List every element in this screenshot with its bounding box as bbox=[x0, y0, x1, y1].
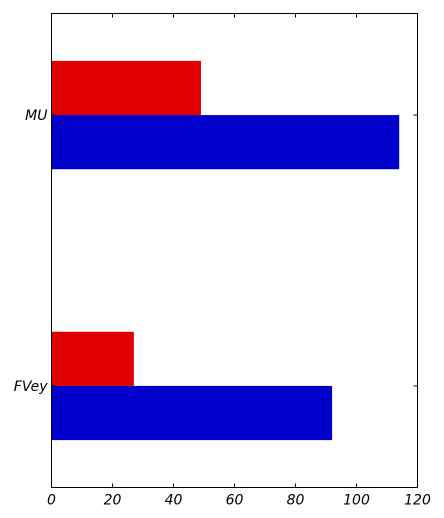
x-tick-label: 20 bbox=[104, 493, 122, 509]
y-tick-label-mu: MU bbox=[25, 108, 47, 124]
y-tick-label-fvey: FVey bbox=[14, 379, 48, 395]
x-tick-label: 40 bbox=[165, 493, 183, 509]
bar-mu-series-2 bbox=[51, 115, 400, 170]
bars-group bbox=[51, 60, 400, 441]
x-tick-label: 0 bbox=[47, 493, 56, 509]
bar-fvey-series-2 bbox=[51, 385, 333, 441]
x-tick-label: 100 bbox=[343, 493, 370, 509]
ticks-group: FVey MU 0 20 40 60 80 100 120 bbox=[14, 13, 431, 509]
bar-fvey-series-1 bbox=[51, 331, 134, 386]
x-tick-label: 60 bbox=[226, 493, 244, 509]
bar-mu-series-1 bbox=[51, 60, 201, 116]
x-tick-label: 120 bbox=[404, 493, 431, 509]
x-tick-label: 80 bbox=[287, 493, 305, 509]
